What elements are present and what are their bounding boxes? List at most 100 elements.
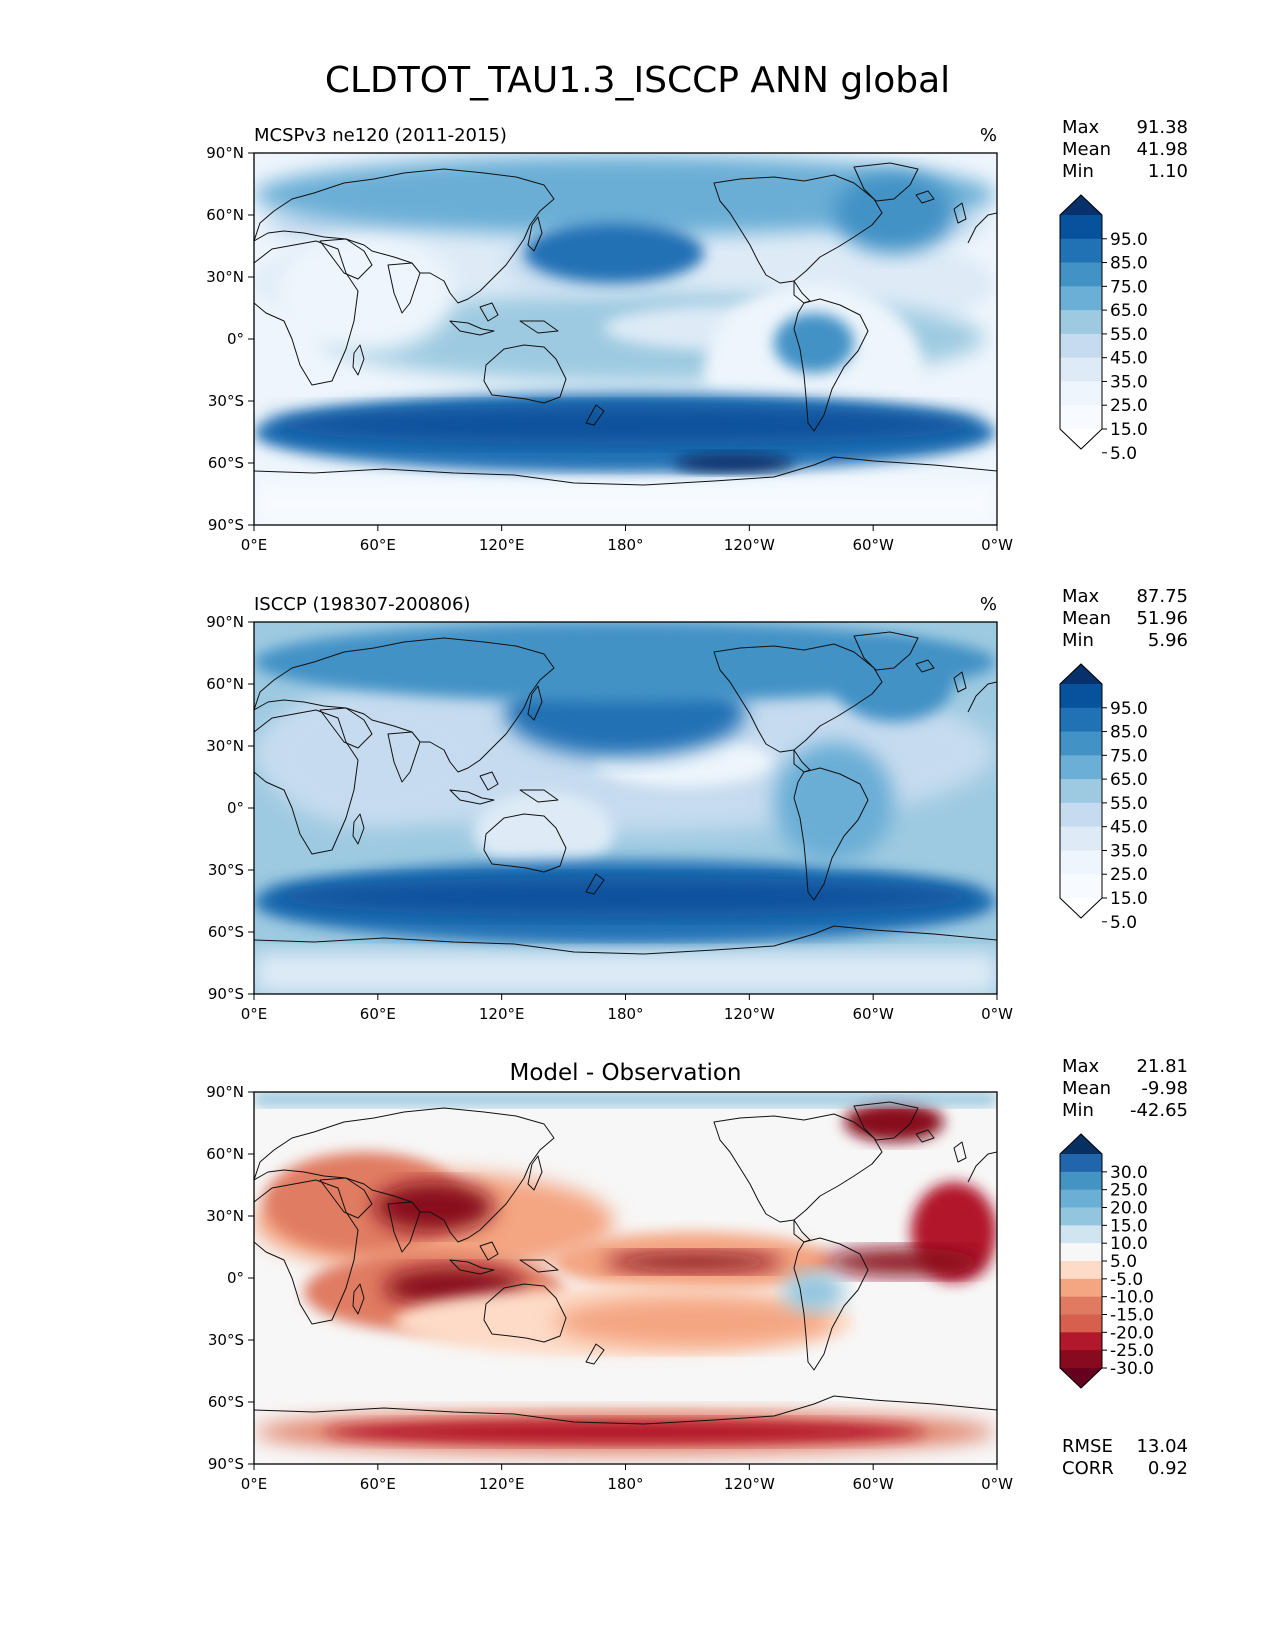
- map-panel-difference: 90°N 60°N 30°N 0° 30°S 60°S 90°S 0°E 60°E 120°E 18…: [206, 1056, 1188, 1493]
- figure-layer: CLDTOT_TAU1.3_ISCCP ANN global 90°N 60°N 30…: [206, 60, 1188, 1493]
- lon-tick-label: 60°W: [852, 1475, 894, 1493]
- map-panel-reference: 90°N 60°N 30°N 0° 30°S 60°S 90°S 0°E 60°E 120°E 18…: [206, 586, 1188, 1023]
- colorbar-tick-label: 15.0: [1110, 889, 1148, 909]
- colorbar-tick-label: 45.0: [1110, 349, 1148, 369]
- lat-tick-label: 60°S: [208, 1393, 244, 1411]
- stat-value: 87.75: [1136, 586, 1188, 607]
- colorbar-tick-label: -20.0: [1110, 1323, 1154, 1343]
- colorbar-tick-label: -25.0: [1110, 1341, 1154, 1361]
- lat-tick-label: 60°S: [208, 454, 244, 472]
- colorbar-extend-min: [1060, 429, 1102, 449]
- colorbar-segment: [1060, 826, 1102, 851]
- colorbar-segment: [1060, 874, 1102, 899]
- colorbar-segment: [1060, 1154, 1102, 1173]
- lat-tick-label: 60°N: [206, 675, 244, 693]
- lat-tick-label: 30°N: [206, 1207, 244, 1225]
- stat-label: Max: [1062, 1056, 1100, 1077]
- colorbar-segment: [1060, 381, 1102, 406]
- lon-tick-label: 60°E: [360, 536, 396, 554]
- colorbar-tick-label: 15.0: [1110, 1216, 1148, 1236]
- colorbar-segment: [1060, 731, 1102, 756]
- colorbar-tick-label: 25.0: [1110, 1181, 1148, 1201]
- colorbar-segment: [1060, 262, 1102, 287]
- colorbar-tick-label: 55.0: [1110, 325, 1148, 345]
- colorbar-segment: [1060, 1314, 1102, 1333]
- lon-tick-label: 60°E: [360, 1475, 396, 1493]
- colorbar: 95.0 85.0 75.0 65.0 55.0 45.0 35.0 25.0 15.0 5.0: [1059, 194, 1148, 464]
- panel-center-title: Model - Observation: [509, 1060, 741, 1086]
- lat-tick-label: 90°N: [206, 144, 244, 162]
- colorbar-tick-label: 85.0: [1110, 723, 1148, 743]
- colorbar-segment: [1060, 238, 1102, 264]
- field-region: [824, 1248, 984, 1276]
- colorbar-tick-label: 75.0: [1110, 277, 1148, 297]
- field-region: [374, 1182, 494, 1232]
- field-region: [264, 687, 484, 827]
- colorbar-segment: [1060, 405, 1102, 430]
- colorbar-tick-label: -5.0: [1110, 1270, 1143, 1290]
- field-region: [254, 155, 996, 235]
- lon-tick-label: 0°W: [981, 1475, 1013, 1493]
- field-region: [325, 1420, 925, 1444]
- field-region: [254, 483, 997, 525]
- field-region: [265, 405, 985, 445]
- field-region: [254, 1092, 997, 1106]
- lon-tick-label: 180°: [607, 536, 643, 554]
- colorbar-extend-max: [1060, 664, 1102, 684]
- field-region: [524, 223, 704, 283]
- field-region: [604, 1252, 784, 1272]
- stat-value: -42.65: [1130, 1100, 1188, 1121]
- stat-value: 51.96: [1136, 608, 1188, 629]
- stat-label: Max: [1062, 586, 1100, 607]
- colorbar-segment: [1060, 755, 1102, 780]
- lat-tick-label: 90°S: [208, 1455, 244, 1473]
- colorbar-tick-label: -15.0: [1110, 1306, 1154, 1326]
- lon-tick-label: 0°E: [241, 1475, 268, 1493]
- field-region: [834, 642, 954, 722]
- map-field: [254, 153, 997, 525]
- lon-tick-label: 120°W: [724, 1005, 775, 1023]
- field-region: [254, 1364, 996, 1400]
- colorbar-segment: [1060, 1207, 1102, 1226]
- colorbar-tick-label: 25.0: [1110, 865, 1148, 885]
- stat-value: 91.38: [1136, 117, 1188, 138]
- lat-tick-label: 0°: [227, 330, 244, 348]
- stat-value: -9.98: [1141, 1078, 1188, 1099]
- colorbar-tick-label: 95.0: [1110, 699, 1148, 719]
- colorbar-segment: [1060, 1243, 1102, 1262]
- lat-tick-label: 30°S: [208, 861, 244, 879]
- field-region: [784, 1272, 844, 1312]
- footer-stat-label: CORR: [1062, 1458, 1114, 1479]
- colorbar-tick-label: 65.0: [1110, 301, 1148, 321]
- colorbar-tick-label: -10.0: [1110, 1288, 1154, 1308]
- colorbar-tick-label: 55.0: [1110, 794, 1148, 814]
- stat-label: Min: [1062, 161, 1094, 182]
- colorbar-segment: [1060, 802, 1102, 828]
- colorbar-segment: [1060, 1261, 1102, 1280]
- stat-label: Mean: [1062, 1078, 1111, 1099]
- lat-tick-label: 0°: [227, 799, 244, 817]
- colorbar-segment: [1060, 333, 1102, 359]
- stat-label: Min: [1062, 1100, 1094, 1121]
- colorbar-tick-label: 5.0: [1110, 444, 1137, 464]
- lat-tick-label: 90°S: [208, 516, 244, 534]
- map-panel-test: 90°N 60°N 30°N 0° 30°S 60°S 90°S 0°E 60°E 120°E 18…: [206, 117, 1188, 554]
- colorbar-segment: [1060, 779, 1102, 804]
- figure-title: CLDTOT_TAU1.3_ISCCP ANN global: [325, 60, 950, 101]
- lat-tick-label: 30°N: [206, 737, 244, 755]
- field-region: [554, 1297, 834, 1347]
- colorbar-tick-label: 20.0: [1110, 1199, 1148, 1219]
- lon-tick-label: 0°W: [981, 1005, 1013, 1023]
- colorbar-tick-label: 5.0: [1110, 1252, 1137, 1272]
- colorbar-extend-min: [1060, 1368, 1102, 1388]
- colorbar-segment: [1060, 215, 1102, 240]
- colorbar-segment: [1060, 1225, 1102, 1244]
- stat-label: Mean: [1062, 608, 1111, 629]
- field-region: [254, 622, 996, 702]
- lon-tick-label: 120°E: [479, 1005, 525, 1023]
- colorbar-tick-label: 75.0: [1110, 746, 1148, 766]
- colorbar-segment: [1060, 1189, 1102, 1208]
- colorbar-tick-label: 25.0: [1110, 396, 1148, 416]
- field-region: [774, 742, 894, 862]
